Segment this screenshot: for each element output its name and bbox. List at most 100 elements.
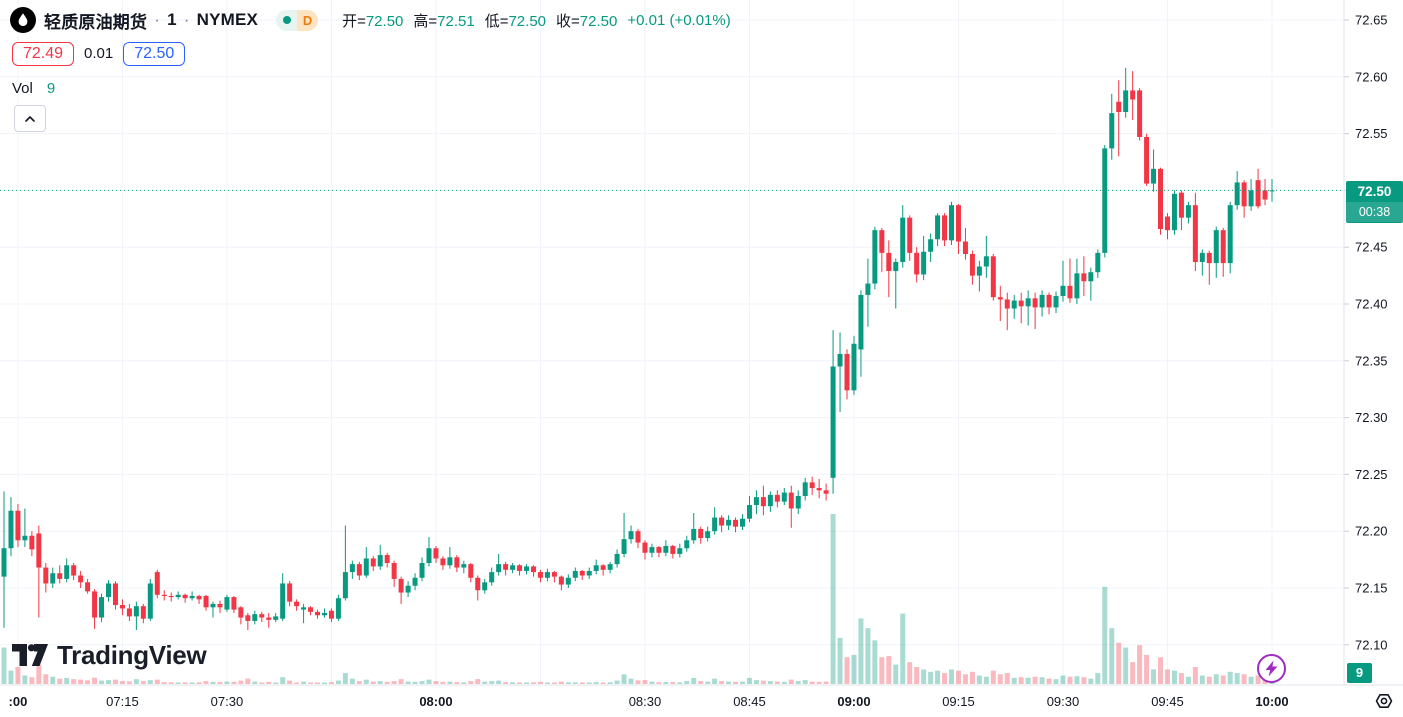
volume-bar [614,680,620,684]
candle-body [537,572,543,578]
candle-body [983,256,989,267]
volume-bar [321,682,327,684]
candle-body [1109,113,1115,149]
candle-body [78,575,84,583]
volume-bar [168,682,174,684]
volume-bar [1164,669,1170,684]
ohlc-legend: 开=72.50 高=72.51 低=72.50 收=72.50 +0.01 (+… [342,10,741,31]
candle-body [1123,90,1129,113]
market-open-dot-icon [276,9,298,31]
candle-body [175,594,181,598]
volume-bar [1199,675,1205,684]
volume-bar [454,682,460,684]
candle-body [781,492,787,502]
candle-body [405,585,411,593]
candle-body [482,582,488,591]
candle-body [328,610,334,619]
candle-body [1046,294,1052,308]
buy-button[interactable]: 72.50 [123,41,186,66]
candle-body [844,353,850,391]
price-axis-label: 72.60 [1355,69,1388,84]
candle-body [593,565,599,571]
candle-body [851,343,857,391]
candle-body [524,566,530,571]
candle-body [1206,252,1212,264]
candle-body [217,603,223,608]
volume-bar [593,682,599,684]
candle-body [719,517,725,526]
volume-bar [1095,673,1101,684]
volume-bar [99,680,105,684]
vol-label[interactable]: Vol [12,80,33,97]
candle-body [962,241,968,255]
sell-button[interactable]: 72.49 [12,41,75,66]
volume-bar [621,674,627,684]
candle-body [935,215,941,240]
volume-bar [377,681,383,684]
volume-bar [140,681,146,684]
volume-bar [740,681,746,684]
candle-body [572,570,578,578]
volume-bar [900,613,906,684]
volume-bar [196,682,202,684]
candle-body [698,528,704,539]
volume-bar [1213,674,1219,684]
candle-body [447,557,453,566]
candle-body [315,611,321,616]
volume-bar [356,681,362,684]
candle-body [412,577,418,586]
volume-bar [370,681,376,684]
candle-body [349,564,355,573]
volume-bar [969,671,975,684]
candle-body [1067,285,1073,299]
candle-body [147,583,153,619]
symbol-name[interactable]: 轻质原油期货 [44,12,148,32]
candle-body [740,518,746,527]
chart-interval[interactable]: 1 [167,10,177,29]
candle-body [900,217,906,262]
volume-bar [503,682,509,684]
volume-bar [551,682,557,684]
volume-bar [572,682,578,684]
candle-body [203,595,209,608]
volume-bar [475,679,481,684]
candle-body [802,482,808,496]
volume-bar [851,654,857,684]
timezone-session-button[interactable] [1371,691,1397,710]
candle-body [1234,182,1240,206]
volume-bar [175,682,181,684]
volume-bar [1185,676,1191,684]
candle-body [370,558,376,567]
exchange-name: NYMEX [196,10,259,29]
candle-body [43,567,49,584]
volume-bar [774,681,780,684]
candle-body [907,217,913,253]
collapse-legend-button[interactable] [14,105,46,132]
candle-body [635,531,641,543]
close-label: 收= [556,12,580,30]
candle-body [335,598,341,619]
volume-bar [315,682,321,684]
time-axis-label: 09:15 [942,694,975,709]
candle-body [85,582,91,592]
tradingview-watermark[interactable]: TradingView [12,640,207,671]
volume-bar [579,682,585,684]
volume-bar [983,676,989,684]
session-status-badge[interactable]: D [276,9,319,31]
volume-bar [767,681,773,684]
candle-body [259,614,265,618]
candle-body [154,572,160,595]
volume-axis-value-label: 9 [1347,663,1372,683]
candle-body [1199,252,1205,262]
candle-body [705,531,711,539]
candle-body [1039,294,1045,308]
candle-body [384,555,390,564]
candle-body [656,547,662,553]
volume-bar [907,662,913,684]
boost-button[interactable] [1257,654,1286,683]
candle-body [670,545,676,554]
volume-bar [1241,674,1247,684]
open-value: 72.50 [365,12,404,30]
candle-body [677,548,683,554]
